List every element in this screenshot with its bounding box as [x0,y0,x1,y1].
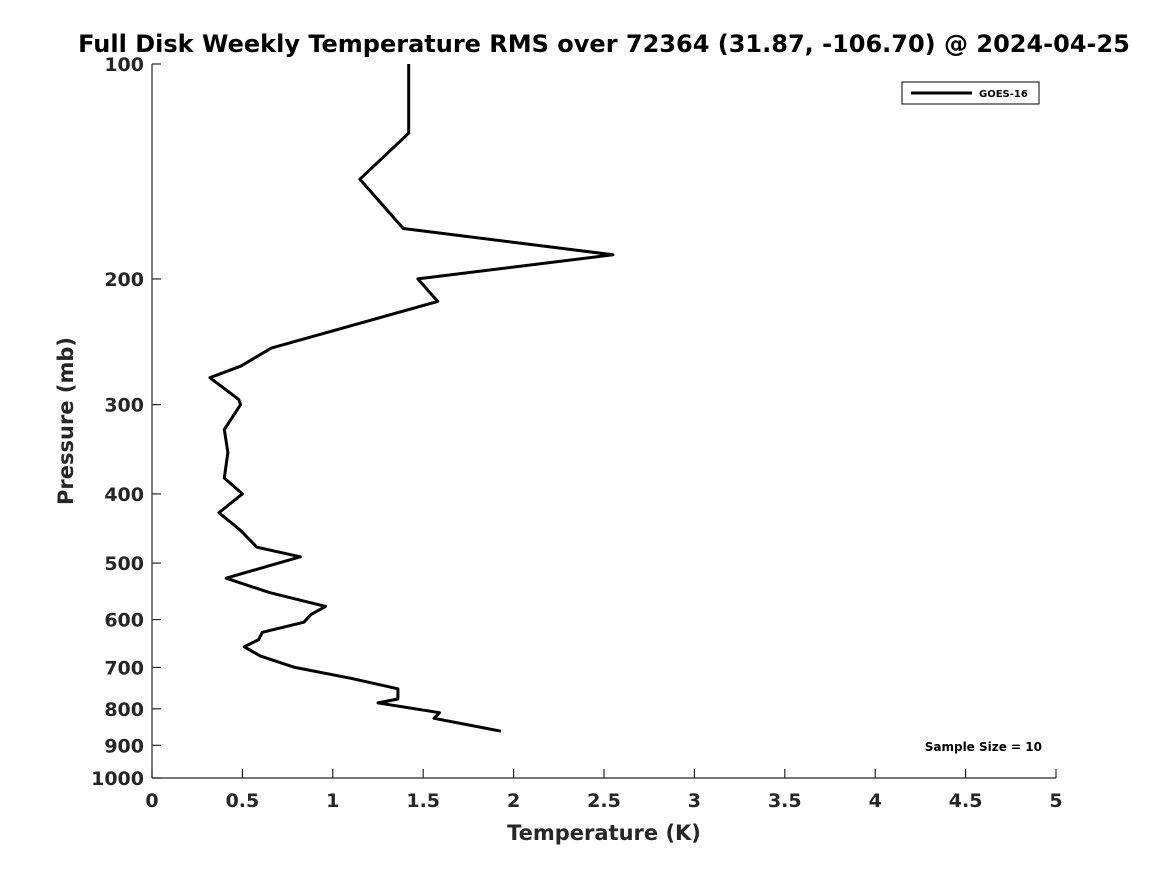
y-tick-label: 900 [104,735,144,757]
y-axis-label: Pressure (mb) [54,337,78,505]
x-tick-label: 4.5 [949,790,983,812]
series-group [208,64,615,733]
y-tick-label: 800 [104,699,144,721]
y-ticks: 100 200 300 400 500 600 700 800 900 1000 [91,54,161,790]
y-tick-label: 1000 [91,768,144,790]
y-tick-label: 600 [104,610,144,632]
x-tick-label: 1 [326,790,339,812]
y-tick-label: 500 [104,553,144,575]
y-tick-label: 300 [104,395,144,417]
x-tick-label: 1.5 [406,790,440,812]
series-line-goes-16 [208,64,615,733]
legend: GOES-16 [901,81,1040,105]
x-tick-label: 2 [507,790,520,812]
x-tick-label: 3.5 [768,790,802,812]
x-axis-label: Temperature (K) [507,821,701,845]
axes [151,64,1056,779]
x-tick-label: 3 [688,790,701,812]
x-ticks: 0 0.5 1 1.5 2 2.5 3 3.5 4 4.5 5 [145,769,1063,812]
x-tick-label: 4 [869,790,882,812]
x-tick-label: 0 [145,790,158,812]
x-tick-label: 5 [1049,790,1062,812]
y-tick-label: 400 [104,484,144,506]
legend-label-goes-16: GOES-16 [979,89,1028,100]
y-tick-label: 200 [104,269,144,291]
x-tick-label: 2.5 [587,790,621,812]
chart-title: Full Disk Weekly Temperature RMS over 72… [78,30,1130,58]
sample-size-annotation: Sample Size = 10 [925,740,1042,754]
y-tick-label: 100 [104,54,144,76]
y-tick-label: 700 [104,657,144,679]
x-tick-label: 0.5 [226,790,260,812]
